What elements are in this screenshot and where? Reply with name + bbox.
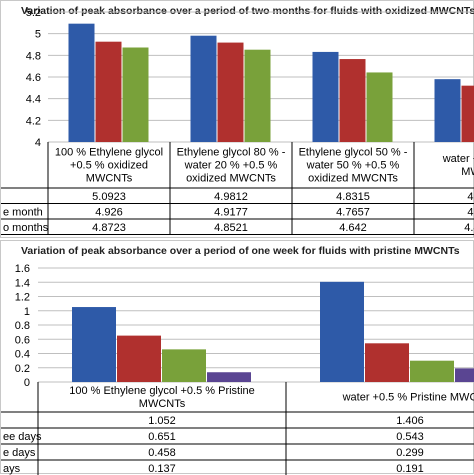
data-label: 0.137 bbox=[148, 463, 176, 475]
category-label: MWCNTs bbox=[86, 173, 133, 185]
category-label: 100 % Ethylene glycol +0.5 % Pristine bbox=[69, 385, 255, 397]
data-label: 4.8723 bbox=[92, 222, 126, 234]
y-tick-label: 0.2 bbox=[15, 363, 30, 375]
data-label: 4.45 bbox=[464, 222, 474, 234]
bar bbox=[435, 79, 461, 142]
data-label: 4.5 bbox=[467, 206, 474, 218]
data-label: 0.299 bbox=[396, 447, 424, 459]
y-tick-label: 5.2 bbox=[26, 7, 41, 19]
bar bbox=[340, 59, 366, 142]
bar bbox=[162, 349, 206, 382]
category-label: Ethylene glycol 80 % - bbox=[177, 147, 286, 159]
data-label: 5.0923 bbox=[92, 191, 126, 203]
y-tick-label: 4.6 bbox=[26, 72, 41, 84]
y-tick-label: 4.2 bbox=[26, 115, 41, 127]
data-label: 0.543 bbox=[396, 431, 424, 443]
data-label: 1.052 bbox=[148, 415, 176, 427]
y-tick-label: 0.8 bbox=[15, 320, 30, 332]
bar bbox=[313, 52, 339, 142]
y-tick-label: 4.4 bbox=[26, 94, 41, 106]
y-tick-label: 4 bbox=[35, 137, 41, 149]
category-label: water +0.5 % bbox=[442, 153, 474, 165]
data-label: 4.9812 bbox=[214, 191, 248, 203]
y-tick-label: 0 bbox=[24, 377, 30, 389]
series-name: e month bbox=[3, 206, 43, 218]
bar bbox=[455, 368, 474, 382]
y-tick-label: 5 bbox=[35, 29, 41, 41]
bar bbox=[72, 307, 116, 382]
bar bbox=[96, 42, 122, 142]
series-name: e days bbox=[3, 447, 36, 459]
data-label: 4.7657 bbox=[336, 206, 370, 218]
bar bbox=[191, 36, 217, 142]
chart-panel-oxidized: Variation of peak absorbance over a peri… bbox=[0, 0, 474, 238]
series-name: o months bbox=[3, 222, 49, 234]
category-label: MWCNTs bbox=[139, 398, 186, 410]
bar bbox=[218, 43, 244, 142]
chart-pristine-svg: 0 0.2 0.4 0.6 0.8 1 1.2 1.4 1.6 100 % Ethylene gl… bbox=[1, 241, 474, 475]
category-label: +0.5 % oxidized bbox=[70, 160, 148, 172]
category-label: oxidized MWCNTs bbox=[308, 173, 398, 185]
chart-oxidized-svg: 4 4.2 4.4 4.6 4.8 5 5.2 100 % Ethylene glycol+0… bbox=[1, 1, 474, 239]
y-tick-label: 4.8 bbox=[26, 50, 41, 62]
category-label: 100 % Ethylene glycol bbox=[55, 147, 163, 159]
data-label: 4.5 bbox=[467, 191, 474, 203]
bar bbox=[207, 372, 251, 382]
data-label: 4.8315 bbox=[336, 191, 370, 203]
series-name: ee days bbox=[3, 431, 42, 443]
bar bbox=[462, 86, 474, 142]
y-tick-label: 1.2 bbox=[15, 292, 30, 304]
category-label: water 20 % +0.5 % bbox=[184, 160, 278, 172]
bar bbox=[365, 343, 409, 382]
y-tick-label: 0.6 bbox=[15, 334, 30, 346]
y-tick-label: 1.4 bbox=[15, 277, 30, 289]
data-label: 0.458 bbox=[148, 447, 176, 459]
bar bbox=[367, 72, 393, 142]
y-tick-label: 1.6 bbox=[15, 263, 30, 275]
bar bbox=[123, 48, 149, 142]
data-label: 4.642 bbox=[339, 222, 367, 234]
category-label: MWC bbox=[461, 166, 474, 178]
bar bbox=[117, 336, 161, 382]
bar bbox=[69, 24, 95, 142]
bar bbox=[410, 361, 454, 382]
data-label: 4.926 bbox=[95, 206, 123, 218]
category-label: Ethylene glycol 50 % - bbox=[299, 147, 408, 159]
bar bbox=[245, 50, 271, 142]
data-label: 0.191 bbox=[396, 463, 424, 475]
data-label: 1.406 bbox=[396, 415, 424, 427]
y-tick-label: 1 bbox=[24, 306, 30, 318]
chart-panel-pristine: Variation of peak absorbance over a peri… bbox=[0, 240, 474, 474]
y-tick-label: 0.4 bbox=[15, 349, 30, 361]
category-label: water 50 % +0.5 % bbox=[306, 160, 400, 172]
category-label: water +0.5 % Pristine MWC bbox=[342, 392, 474, 404]
data-label: 0.651 bbox=[148, 431, 176, 443]
bar bbox=[320, 282, 364, 382]
category-label: oxidized MWCNTs bbox=[186, 173, 276, 185]
series-name: ays bbox=[3, 463, 21, 475]
data-label: 4.9177 bbox=[214, 206, 248, 218]
data-label: 4.8521 bbox=[214, 222, 248, 234]
